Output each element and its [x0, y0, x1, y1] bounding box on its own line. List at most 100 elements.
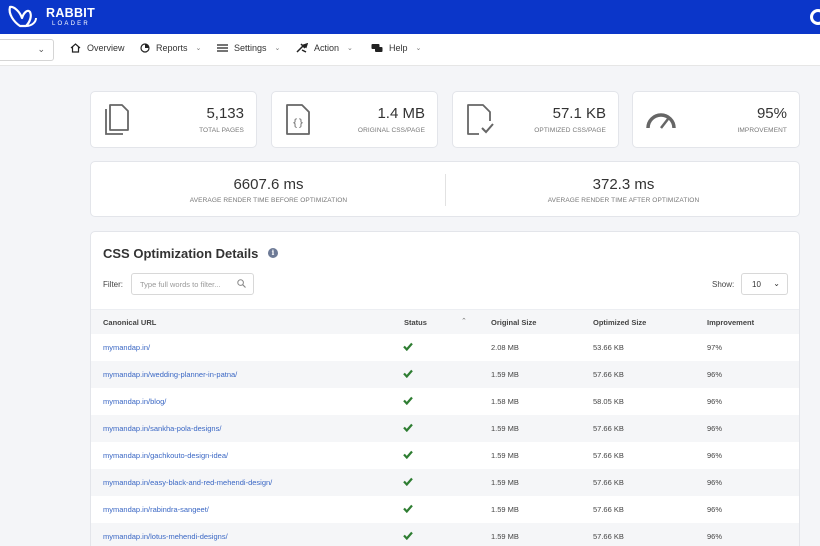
- original-size-cell: 1.59 MB: [491, 505, 519, 514]
- file-check-icon: [467, 104, 494, 135]
- original-size-cell: 1.59 MB: [491, 532, 519, 541]
- original-size-cell: 1.59 MB: [491, 370, 519, 379]
- chevron-down-icon: ⌄: [347, 45, 353, 52]
- column-header-optimized-size[interactable]: Optimized Size: [593, 318, 647, 327]
- stat-value: 57.1 KB: [552, 105, 606, 122]
- table-row: mymandap.in/rabindra-sangeet/1.59 MB 57.6…: [91, 496, 799, 523]
- improvement-cell: 96%: [707, 505, 723, 514]
- improvement-cell: 96%: [707, 397, 723, 406]
- nav-overview[interactable]: Overview: [70, 43, 125, 53]
- css-details-card: CSS Optimization Details i Filter: Type …: [90, 231, 800, 546]
- render-before: 6607.6 ms AVERAGE RENDER TIME BEFORE OPT…: [91, 162, 446, 216]
- stat-value: 5,133: [206, 105, 244, 122]
- stat-value: 95%: [756, 105, 787, 122]
- brand-subtitle: LOADER: [52, 21, 90, 27]
- divider: [445, 174, 446, 206]
- optimized-size-cell: 53.66 KB: [593, 343, 624, 352]
- pie-chart-icon: [140, 43, 150, 53]
- canonical-url-link[interactable]: mymandap.in/gachkouto-design-idea/: [103, 451, 229, 460]
- improvement-cell: 96%: [707, 424, 723, 433]
- page-size-value: 10: [752, 280, 761, 289]
- canonical-url-link[interactable]: mymandap.in/lotus-mehendi-designs/: [103, 532, 228, 541]
- original-size-cell: 1.59 MB: [491, 451, 519, 460]
- svg-text:{}: {}: [292, 118, 304, 129]
- checkmark-icon: [403, 531, 413, 540]
- original-size-cell: 1.58 MB: [491, 397, 519, 406]
- canonical-url-link[interactable]: mymandap.in/sankha-pola-designs/: [103, 424, 222, 433]
- account-icon[interactable]: [810, 9, 820, 25]
- table-header: Canonical URL Status ⌃ Original Size Opt…: [91, 309, 799, 334]
- checkmark-icon: [403, 423, 413, 432]
- optimized-size-cell: 57.66 KB: [593, 505, 624, 514]
- canonical-url-link[interactable]: mymandap.in/blog/: [103, 397, 167, 406]
- chevron-down-icon: ⌄: [195, 45, 202, 52]
- column-header-original-size[interactable]: Original Size: [491, 318, 537, 327]
- nav-settings[interactable]: Settings ⌄: [217, 43, 280, 53]
- site-selector[interactable]: ⌄: [0, 39, 54, 61]
- improvement-cell: 96%: [707, 451, 723, 460]
- canonical-url-link[interactable]: mymandap.in/easy-black-and-red-mehendi-d…: [103, 478, 273, 487]
- home-icon: [70, 43, 81, 53]
- show-label: Show:: [712, 280, 735, 289]
- table-row: mymandap.in/sankha-pola-designs/1.59 MB 5…: [91, 415, 799, 442]
- stat-card-improvement: 95% IMPROVEMENT: [632, 91, 800, 148]
- chevron-down-icon: ⌄: [415, 45, 422, 52]
- css-file-icon: {}: [286, 104, 310, 135]
- table-row: mymandap.in/blog/1.58 MB 58.05 KB 96%: [91, 388, 799, 415]
- nav-bar: ⌄ Overview Reports ⌄ Settings ⌄ Action ⌄…: [0, 34, 820, 66]
- nav-reports-label: Reports: [156, 43, 188, 53]
- original-size-cell: 1.59 MB: [491, 424, 519, 433]
- column-header-url[interactable]: Canonical URL: [103, 318, 157, 327]
- nav-action[interactable]: Action ⌄: [296, 43, 353, 53]
- checkmark-icon: [403, 342, 413, 351]
- canonical-url-link[interactable]: mymandap.in/wedding-planner-in-patna/: [103, 370, 238, 379]
- checkmark-icon: [403, 369, 413, 378]
- render-before-label: AVERAGE RENDER TIME BEFORE OPTIMIZATION: [189, 197, 348, 204]
- render-before-value: 6607.6 ms: [233, 176, 304, 193]
- canonical-url-link[interactable]: mymandap.in/: [103, 343, 151, 352]
- tools-icon: [296, 43, 308, 53]
- page-size-select[interactable]: 10 ⌄: [741, 273, 788, 295]
- column-header-improvement[interactable]: Improvement: [707, 318, 755, 327]
- optimized-size-cell: 57.66 KB: [593, 451, 624, 460]
- stat-card-original-css: {} 1.4 MB ORIGINAL CSS/PAGE: [271, 91, 438, 148]
- table-row: mymandap.in/lotus-mehendi-designs/1.59 M…: [91, 523, 799, 546]
- optimized-size-cell: 58.05 KB: [593, 397, 624, 406]
- nav-action-label: Action: [314, 43, 340, 53]
- stat-label: IMPROVEMENT: [737, 127, 787, 134]
- sort-up-icon[interactable]: ⌃: [461, 318, 467, 325]
- nav-reports[interactable]: Reports ⌄: [140, 43, 201, 53]
- document-icon: [105, 104, 129, 135]
- chat-icon: [371, 44, 383, 52]
- original-size-cell: 1.59 MB: [491, 478, 519, 487]
- render-time-card: 6607.6 ms AVERAGE RENDER TIME BEFORE OPT…: [90, 161, 800, 217]
- improvement-cell: 96%: [707, 478, 723, 487]
- filter-label: Filter:: [103, 280, 123, 289]
- nav-help[interactable]: Help ⌄: [371, 43, 421, 53]
- checkmark-icon: [403, 504, 413, 513]
- checkmark-icon: [403, 477, 413, 486]
- top-bar: RABBIT LOADER: [0, 0, 820, 34]
- rabbit-logo-icon: [8, 5, 37, 28]
- stat-label: TOTAL PAGES: [199, 127, 244, 134]
- filter-input[interactable]: Type full words to filter...: [131, 273, 254, 295]
- improvement-cell: 97%: [707, 343, 723, 352]
- original-size-cell: 2.08 MB: [491, 343, 519, 352]
- improvement-cell: 96%: [707, 370, 723, 379]
- rabbit-loader-logo[interactable]: RABBIT LOADER: [6, 4, 96, 30]
- stat-card-optimized-css: 57.1 KB OPTIMIZED CSS/PAGE: [452, 91, 619, 148]
- stat-label: OPTIMIZED CSS/PAGE: [534, 127, 606, 134]
- table-row: mymandap.in/wedding-planner-in-patna/1.5…: [91, 361, 799, 388]
- canonical-url-link[interactable]: mymandap.in/rabindra-sangeet/: [103, 505, 209, 514]
- render-after-value: 372.3 ms: [592, 176, 655, 193]
- improvement-cell: 96%: [707, 532, 723, 541]
- optimized-size-cell: 57.66 KB: [593, 478, 624, 487]
- sliders-icon: [217, 44, 228, 52]
- stat-label: ORIGINAL CSS/PAGE: [357, 127, 425, 134]
- brand-name: RABBIT: [46, 6, 96, 20]
- chevron-down-icon: ⌄: [274, 45, 281, 52]
- column-header-status[interactable]: Status: [404, 318, 427, 327]
- gauge-icon: [646, 113, 676, 129]
- info-icon[interactable]: i: [268, 248, 278, 258]
- optimized-size-cell: 57.66 KB: [593, 424, 624, 433]
